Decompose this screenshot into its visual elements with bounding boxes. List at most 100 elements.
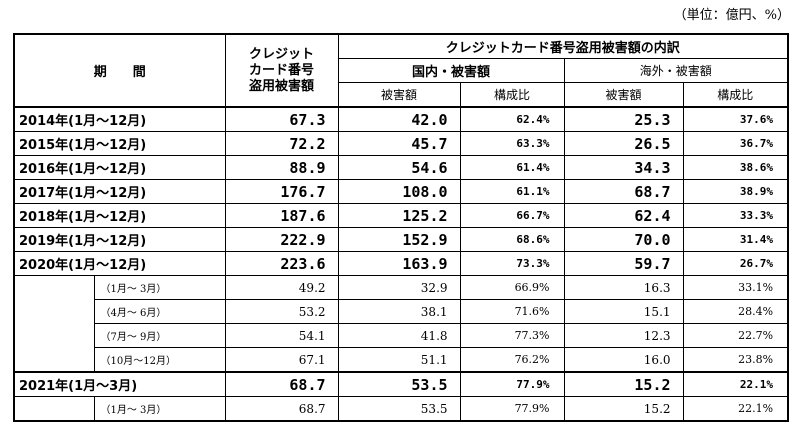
- overseas-ratio-cell: 38.6%: [682, 155, 790, 180]
- indent-cell: [13, 299, 95, 324]
- overseas-damage-cell: 15.1: [563, 299, 684, 324]
- domestic-ratio-cell: 61.4%: [459, 155, 565, 180]
- overseas-ratio-cell: 23.8%: [682, 347, 790, 373]
- header-overseas: 海外・被害額: [563, 58, 790, 83]
- quarter-period-cell: （10月～12月）: [93, 347, 226, 373]
- domestic-damage-cell: 38.1: [337, 299, 461, 324]
- overseas-damage-cell: 16.3: [563, 275, 684, 300]
- domestic-ratio-cell: 66.7%: [459, 203, 565, 228]
- overseas-damage-cell: 15.2: [563, 371, 684, 397]
- table-row: （1月～ 3月） 68.7 53.5 77.9% 15.2 22.1%: [13, 396, 790, 422]
- indent-cell: [13, 347, 95, 372]
- total-cell: 222.9: [224, 227, 339, 252]
- table-row: 2019年(1月～12月) 222.9 152.9 68.6% 70.0 31.4%: [12, 227, 790, 252]
- quarter-period-cell: （4月～ 6月）: [93, 299, 226, 324]
- overseas-damage-cell: 59.7: [563, 251, 684, 276]
- table-row: 2016年(1月～12月) 88.9 54.6 61.4% 34.3 38.6%: [12, 155, 790, 180]
- quarter-period-cell: （1月～ 3月）: [93, 396, 226, 422]
- header-period: 期 間: [12, 33, 226, 108]
- overseas-ratio-cell: 26.7%: [682, 251, 790, 276]
- overseas-ratio-cell: 22.1%: [682, 371, 790, 397]
- domestic-damage-cell: 53.5: [337, 371, 461, 397]
- overseas-ratio-cell: 22.1%: [682, 396, 790, 422]
- domestic-damage-cell: 53.5: [337, 396, 461, 422]
- total-cell: 223.6: [224, 251, 339, 276]
- domestic-damage-cell: 42.0: [337, 106, 461, 132]
- table-row: （10月～12月） 67.1 51.1 76.2% 16.0 23.8%: [13, 347, 790, 373]
- period-cell: 2016年(1月～12月): [12, 155, 226, 180]
- total-cell: 88.9: [224, 155, 339, 180]
- table-row: 2018年(1月～12月) 187.6 125.2 66.7% 62.4 33.3%: [12, 203, 790, 228]
- overseas-damage-cell: 70.0: [563, 227, 684, 252]
- overseas-ratio-cell: 31.4%: [682, 227, 790, 252]
- total-cell: 176.7: [224, 179, 339, 204]
- indent-cell: [13, 396, 95, 422]
- domestic-damage-cell: 45.7: [337, 131, 461, 156]
- overseas-damage-cell: 12.3: [563, 323, 684, 348]
- period-cell: 2014年(1月～12月): [12, 106, 226, 132]
- indent-cell: [13, 275, 95, 300]
- domestic-ratio-cell: 77.9%: [459, 396, 565, 422]
- domestic-ratio-cell: 66.9%: [459, 275, 565, 300]
- domestic-ratio-cell: 61.1%: [459, 179, 565, 204]
- table-row: （1月～ 3月） 49.2 32.9 66.9% 16.3 33.1%: [13, 275, 790, 300]
- domestic-damage-cell: 152.9: [337, 227, 461, 252]
- overseas-ratio-cell: 37.6%: [682, 106, 790, 132]
- domestic-ratio-cell: 71.6%: [459, 299, 565, 324]
- total-cell: 68.7: [224, 396, 339, 422]
- period-cell: 2017年(1月～12月): [12, 179, 226, 204]
- total-cell: 72.2: [224, 131, 339, 156]
- table-row: （7月～ 9月） 54.1 41.8 77.3% 12.3 22.7%: [13, 323, 790, 348]
- header-ovs-ratio: 構成比: [682, 82, 790, 108]
- period-cell: 2019年(1月～12月): [12, 227, 226, 252]
- domestic-damage-cell: 54.6: [337, 155, 461, 180]
- domestic-damage-cell: 125.2: [337, 203, 461, 228]
- header-breakdown: クレジットカード番号盗用被害額の内訳: [337, 33, 790, 59]
- damage-table: 期 間 クレジット カード番号 盗用被害額 クレジットカード番号盗用被害額の内訳…: [12, 33, 790, 422]
- overseas-ratio-cell: 33.3%: [682, 203, 790, 228]
- domestic-ratio-cell: 62.4%: [459, 106, 565, 132]
- indent-cell: [13, 323, 95, 348]
- overseas-damage-cell: 15.2: [563, 396, 684, 422]
- overseas-damage-cell: 68.7: [563, 179, 684, 204]
- domestic-ratio-cell: 63.3%: [459, 131, 565, 156]
- table-row: 2021年(1月～3月) 68.7 53.5 77.9% 15.2 22.1%: [12, 371, 790, 397]
- domestic-ratio-cell: 73.3%: [459, 251, 565, 276]
- overseas-ratio-cell: 38.9%: [682, 179, 790, 204]
- header-dom-ratio: 構成比: [459, 82, 565, 108]
- table-row: 2017年(1月～12月) 176.7 108.0 61.1% 68.7 38.9%: [12, 179, 790, 204]
- period-cell: 2015年(1月～12月): [12, 131, 226, 156]
- overseas-ratio-cell: 36.7%: [682, 131, 790, 156]
- overseas-damage-cell: 16.0: [563, 347, 684, 373]
- domestic-ratio-cell: 68.6%: [459, 227, 565, 252]
- period-cell: 2021年(1月～3月): [12, 371, 226, 397]
- domestic-damage-cell: 108.0: [337, 179, 461, 204]
- total-cell: 49.2: [224, 275, 339, 300]
- header-total: クレジット カード番号 盗用被害額: [224, 33, 339, 108]
- domestic-damage-cell: 163.9: [337, 251, 461, 276]
- domestic-ratio-cell: 77.9%: [459, 371, 565, 397]
- overseas-damage-cell: 34.3: [563, 155, 684, 180]
- table-row: 2014年(1月～12月) 67.3 42.0 62.4% 25.3 37.6%: [12, 106, 790, 132]
- overseas-damage-cell: 62.4: [563, 203, 684, 228]
- overseas-damage-cell: 26.5: [563, 131, 684, 156]
- table-row: （4月～ 6月） 53.2 38.1 71.6% 15.1 28.4%: [13, 299, 790, 324]
- total-cell: 54.1: [224, 323, 339, 348]
- overseas-ratio-cell: 33.1%: [682, 275, 790, 300]
- header-ovs-damage: 被害額: [563, 82, 684, 108]
- unit-note: （単位：億円、%）: [673, 8, 790, 23]
- table-row: 2020年(1月～12月) 223.6 163.9 73.3% 59.7 26.7%: [12, 251, 790, 276]
- period-cell: 2020年(1月～12月): [12, 251, 226, 276]
- domestic-ratio-cell: 77.3%: [459, 323, 565, 348]
- total-cell: 53.2: [224, 299, 339, 324]
- quarter-period-cell: （7月～ 9月）: [93, 323, 226, 348]
- domestic-damage-cell: 51.1: [337, 347, 461, 373]
- total-cell: 68.7: [224, 371, 339, 397]
- overseas-ratio-cell: 28.4%: [682, 299, 790, 324]
- period-cell: 2018年(1月～12月): [12, 203, 226, 228]
- overseas-ratio-cell: 22.7%: [682, 323, 790, 348]
- total-cell: 67.1: [224, 347, 339, 373]
- domestic-damage-cell: 41.8: [337, 323, 461, 348]
- header-domestic: 国内・被害額: [337, 58, 565, 83]
- header-dom-damage: 被害額: [337, 82, 461, 108]
